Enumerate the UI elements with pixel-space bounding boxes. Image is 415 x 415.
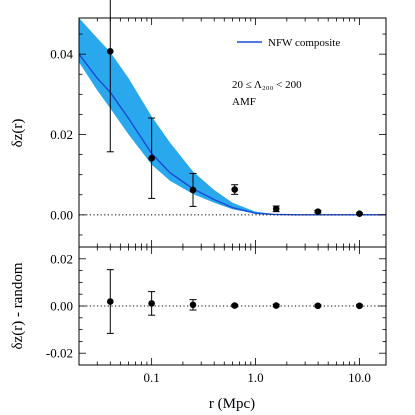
bottom-data-point-0 [106,269,114,334]
bottom-data-point-1 [148,291,156,316]
series-nfw-composite-line [79,53,386,216]
bottom-data-point-5 [314,302,322,310]
bottom-y-axis-title: δz(r) - random [10,262,26,349]
bottom-marker-5 [314,302,322,310]
top-y-tick-label-2: 0.04 [50,47,73,62]
bottom-data-point-4 [272,302,280,309]
annotation-lambda-range: 20 ≤ Λ₂₀₀ < 200 [232,79,302,91]
top-data-point-3 [231,184,239,195]
bottom-data-point-6 [355,302,363,310]
bottom-marker-6 [356,302,363,310]
top-data-point-6 [355,210,363,217]
x-tick-label-1: 1.0 [247,370,263,385]
model-uncertainty-band [79,18,386,215]
bottom-y-tick-label-1: 0.00 [50,299,73,314]
annotation: 20 ≤ Λ₂₀₀ < 200 AMF [232,79,302,108]
top-marker-2 [189,186,197,194]
top-data-point-4 [272,205,280,213]
top-plot-frame [78,17,387,248]
bottom-data-point-3 [231,302,239,309]
top-y-tick-label-0: 0.00 [50,207,73,222]
top-data-point-1 [148,117,156,199]
bottom-y-tick-label-2: 0.02 [50,251,73,266]
bottom-marker-2 [189,301,197,309]
bottom-data-point-2 [189,299,197,311]
bottom-panel: -0.02 0.00 0.02 0.1 1.0 10.0 δz(r) - random r… [10,246,387,412]
bottom-plot-frame [78,246,387,366]
top-y-tick-label-1: 0.02 [50,127,73,142]
top-marker-4 [272,205,280,213]
top-marker-1 [148,154,155,162]
top-data-point-0 [106,0,114,153]
top-marker-6 [356,210,363,217]
bottom-marker-0 [106,298,114,305]
top-data-point-2 [189,172,197,207]
x-axis-title: r (Mpc) [209,396,255,412]
x-tick-label-2: 10.0 [348,370,371,385]
annotation-amf: AMF [232,96,256,108]
top-data-point-5 [314,208,322,215]
top-panel: 0.00 0.02 0.04 NFW composite 20 ≤ Λ₂₀₀ < 2… [10,0,387,248]
top-y-axis-title: δz(r) [10,119,26,148]
bottom-marker-1 [148,300,155,307]
x-tick-label-0: 0.1 [144,370,160,385]
bottom-y-tick-label-0: -0.02 [46,346,73,361]
bottom-marker-3 [231,302,239,309]
legend: NFW composite [237,37,340,49]
legend-label-nfw: NFW composite [268,37,340,49]
top-marker-5 [314,208,322,215]
top-marker-3 [231,186,239,193]
top-marker-0 [106,48,114,55]
bottom-marker-4 [272,302,280,309]
